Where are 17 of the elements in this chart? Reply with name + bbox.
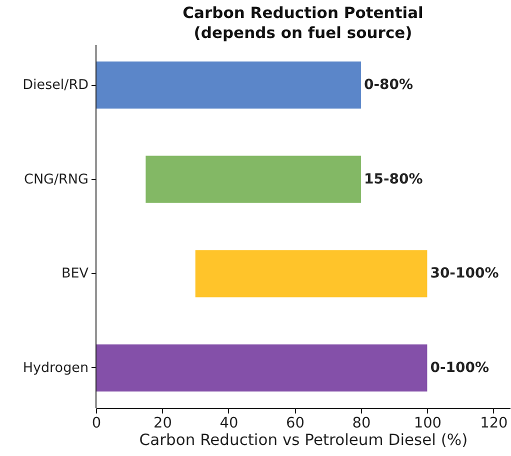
y-tick-label: Hydrogen xyxy=(22,360,88,376)
y-tick-label: Diesel/RD xyxy=(22,77,88,94)
chart-title: Carbon Reduction Potential (depends on fuel source) xyxy=(182,4,424,42)
x-axis-title: Carbon Reduction vs Petroleum Diesel (%) xyxy=(139,431,468,449)
annotation: 30-100% xyxy=(430,266,499,282)
y-tick-label: BEV xyxy=(61,266,90,282)
x-tick-label: 20 xyxy=(154,416,172,432)
x-tick-label: 120 xyxy=(480,416,508,432)
annotation: 0-100% xyxy=(430,360,490,376)
x-tick-label: 100 xyxy=(414,416,442,432)
x-tick-label: 80 xyxy=(352,416,371,432)
x-tick-label: 0 xyxy=(92,416,102,432)
annotation: 0-80% xyxy=(364,77,414,94)
x-tick-label: 60 xyxy=(286,416,304,432)
annotation: 15-80% xyxy=(364,171,423,188)
x-tick-label: 40 xyxy=(220,416,238,432)
y-tick-label: CNG/RNG xyxy=(24,171,88,188)
